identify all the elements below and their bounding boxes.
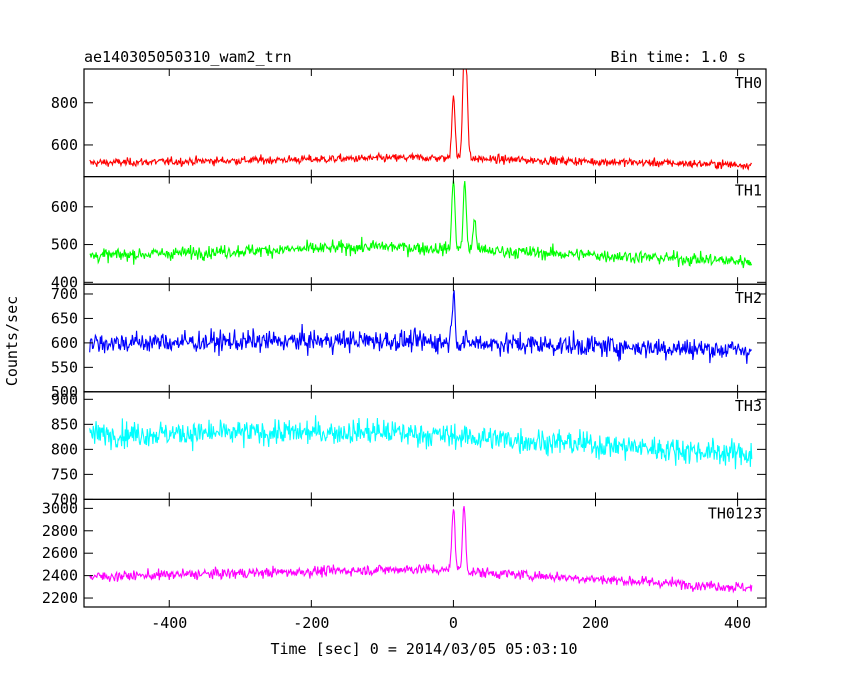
panel-th2: 500 550 600 650 700 TH2	[51, 283, 767, 401]
panel-th0123: 2200 2400 2600 2800 3000 TH0123	[42, 498, 767, 608]
series-line-th0	[89, 68, 752, 171]
y-tick-label: 500	[51, 236, 78, 254]
y-tick-label: 850	[51, 415, 78, 433]
panel-frame	[83, 498, 767, 608]
chart-title: ae140305050310_wam2_trn	[84, 48, 292, 66]
y-tick-label: 600	[51, 136, 78, 154]
y-tick-label: 700	[51, 285, 78, 303]
panel-frame	[83, 391, 767, 500]
y-axis-label: Counts/sec	[3, 296, 21, 386]
panel-label: TH0123	[708, 504, 762, 522]
series-line-th3	[89, 415, 753, 470]
y-tick-label: 600	[51, 198, 78, 216]
x-tick-label: -200	[293, 614, 329, 632]
y-tick-label: 2800	[42, 522, 78, 540]
panel-frame	[83, 176, 767, 285]
x-tick-label: 400	[724, 614, 751, 632]
panel-label: TH0	[735, 74, 762, 92]
y-tick-label: 700	[51, 490, 78, 508]
x-tick-label: 200	[582, 614, 609, 632]
y-tick-label: 650	[51, 309, 78, 327]
series-line-th2	[89, 290, 752, 364]
panels-group: 600 800 TH0 400 500 600 TH1 500 550 600 650 700 TH2 7…	[42, 68, 767, 632]
panel-label: TH2	[735, 289, 762, 307]
y-tick-label: 2200	[42, 589, 78, 607]
y-tick-label: 3000	[42, 499, 78, 517]
y-tick-label: 800	[51, 440, 78, 458]
x-axis-label: Time [sec] 0 = 2014/03/05 05:03:10	[270, 640, 577, 658]
panel-label: TH3	[735, 397, 762, 415]
y-tick-label: 800	[51, 94, 78, 112]
y-tick-label: 2600	[42, 544, 78, 562]
series-line-th1	[89, 180, 753, 269]
panel-th3: 700 750 800 850 900 TH3	[51, 390, 767, 508]
y-tick-label: 500	[51, 383, 78, 401]
bin-time-label: Bin time: 1.0 s	[611, 48, 746, 66]
panel-label: TH1	[735, 182, 762, 200]
panel-th0: 600 800 TH0	[51, 68, 767, 178]
y-tick-label: 400	[51, 273, 78, 291]
y-tick-label: 900	[51, 390, 78, 408]
x-tick-label: -400	[151, 614, 187, 632]
panel-th1: 400 500 600 TH1	[51, 176, 767, 291]
y-tick-label: 2400	[42, 567, 78, 585]
series-line-th0123	[89, 506, 753, 594]
y-tick-label: 600	[51, 334, 78, 352]
y-tick-label: 550	[51, 358, 78, 376]
y-tick-label: 750	[51, 465, 78, 483]
x-tick-label: 0	[449, 614, 458, 632]
